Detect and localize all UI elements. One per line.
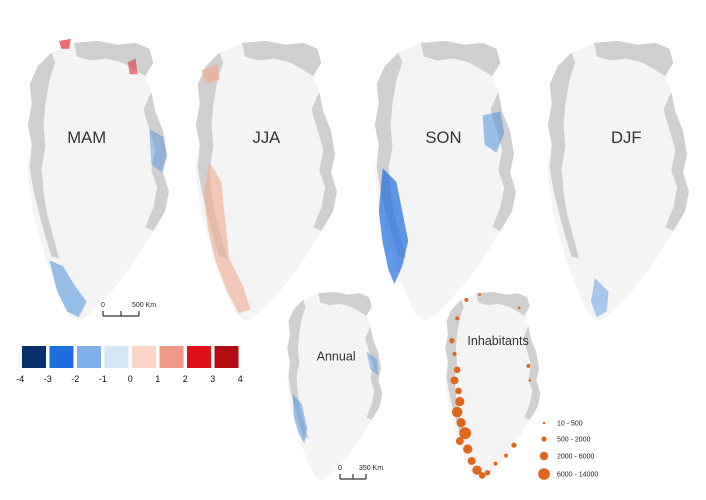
settlement-dot <box>456 418 466 428</box>
legend-color-box <box>132 346 156 368</box>
settlement-dot <box>472 465 482 475</box>
scale-bar-ticks <box>339 474 367 480</box>
settlement-dot <box>449 338 455 344</box>
size-legend: 10 - 500 500 - 2000 2000 - 6000 6000 - 1400… <box>538 421 598 480</box>
ice-sheet-shape <box>27 40 169 322</box>
settlement-dot <box>528 379 532 382</box>
map-panel-inhabitants: Inhabitants <box>445 291 541 481</box>
anomaly-patch <box>203 162 251 314</box>
size-legend-dot <box>542 421 546 425</box>
map-panel-mam: MAM <box>27 38 169 322</box>
legend-color-box <box>49 346 74 368</box>
anomaly-patch <box>127 58 138 75</box>
settlement-dot <box>463 444 473 454</box>
legend-tick-label: -3 <box>44 374 52 384</box>
legend-color-box <box>187 346 211 368</box>
ice-sheet-shape <box>287 291 383 481</box>
settlement-dot <box>484 470 491 476</box>
settlement-dot <box>455 437 464 446</box>
panel-label-annual: Annual <box>317 350 356 364</box>
settlement-dot <box>478 293 481 296</box>
settlement-dot <box>459 427 472 440</box>
anomaly-patch <box>201 64 220 84</box>
settlement-dot <box>452 352 457 356</box>
panel-label-jja: JJA <box>253 128 282 147</box>
settlement-dot <box>504 453 508 458</box>
size-legend-label: 500 - 2000 <box>557 437 591 444</box>
settlement-dot <box>511 442 517 448</box>
legend-color-box <box>159 346 184 368</box>
legend-color-box <box>22 346 46 368</box>
scale-bar-zero: 0 <box>101 302 105 309</box>
legend-tick-label: 3 <box>210 374 215 384</box>
ice-sheet-shape <box>547 40 689 322</box>
settlement-dot <box>467 456 476 465</box>
settlement-dot <box>517 306 521 310</box>
map-panel-djf: DJF <box>547 40 689 322</box>
panel-label-djf: DJF <box>611 128 642 147</box>
ice-sheet-shape <box>445 291 541 481</box>
anomaly-patch <box>149 129 167 173</box>
scale-bar-zero: 0 <box>338 465 342 472</box>
legend-color-box <box>104 346 129 368</box>
panel-label-mam: MAM <box>67 128 106 147</box>
size-legend-label: 2000 - 6000 <box>557 454 594 461</box>
legend-tick-label: 1 <box>155 374 160 384</box>
legend-tick-label: 4 <box>238 374 243 384</box>
anomaly-patch <box>378 168 409 284</box>
panel-label-inhabitants: Inhabitants <box>467 334 528 348</box>
settlement-dots <box>449 293 532 479</box>
size-legend-label: 6000 - 14000 <box>557 472 598 479</box>
legend-color-box <box>77 346 101 368</box>
scale-bar-ticks <box>102 311 140 317</box>
size-legend-label: 10 - 500 <box>557 421 583 428</box>
color-legend: -4 -3 -2 -1 0 1 2 3 4 <box>16 346 243 384</box>
settlement-dot <box>493 461 498 466</box>
anomaly-patch <box>590 278 609 318</box>
panel-label-son: SON <box>425 128 461 147</box>
anomaly-patch <box>292 393 308 444</box>
map-panel-jja: JJA <box>195 40 337 322</box>
legend-tick-label: -4 <box>16 374 24 384</box>
scale-bar-label: 350 Km <box>359 465 383 472</box>
legend-tick-label: 0 <box>128 374 133 384</box>
settlement-dot <box>451 406 463 418</box>
map-panel-annual: Annual <box>287 291 383 481</box>
anomaly-patch <box>59 38 71 49</box>
legend-color-box <box>214 346 239 368</box>
settlement-dot <box>455 387 462 395</box>
settlement-dot <box>450 376 459 385</box>
scale-bar-350km: 0 350 Km <box>338 465 383 480</box>
anomaly-patch <box>49 260 87 318</box>
anomaly-patch <box>366 351 379 376</box>
legend-tick-label: -1 <box>99 374 107 384</box>
settlement-dot <box>464 297 469 302</box>
settlement-dot <box>455 396 465 407</box>
legend-tick-label: 2 <box>183 374 188 384</box>
size-legend-dot <box>538 468 550 480</box>
map-panel-son: SON <box>374 40 516 322</box>
size-legend-dot <box>539 451 549 461</box>
settlement-dot <box>478 472 486 479</box>
settlement-dot <box>526 363 531 368</box>
settlement-dot <box>453 366 461 374</box>
settlement-dot <box>455 316 460 321</box>
legend-tick-label: -2 <box>71 374 79 384</box>
scale-bar-500km: 0 500 Km <box>101 302 156 317</box>
anomaly-patch <box>482 111 505 153</box>
size-legend-dot <box>541 436 547 442</box>
scale-bar-label: 500 Km <box>132 302 156 309</box>
